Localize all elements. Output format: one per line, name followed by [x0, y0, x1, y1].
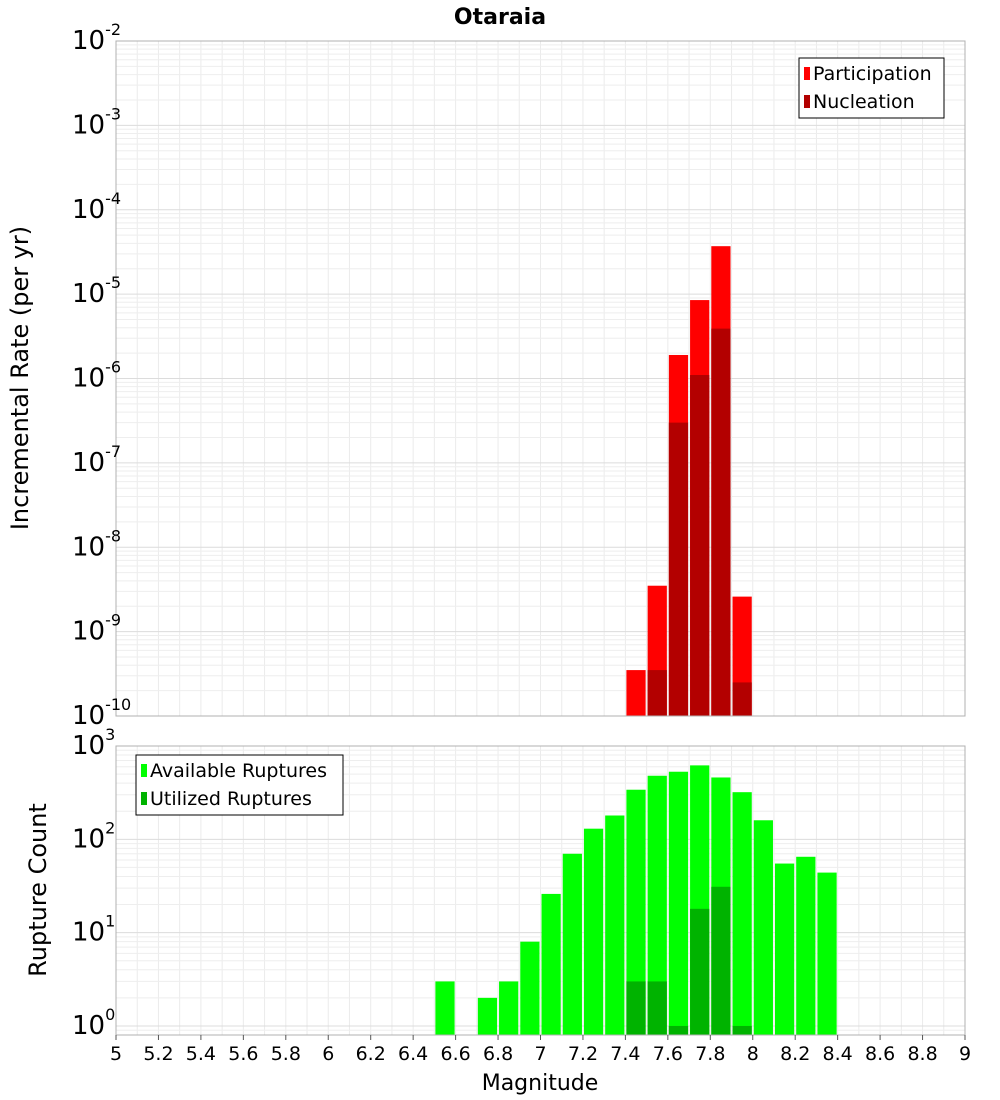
rate-y-tick-label: 10-6	[72, 358, 121, 394]
chart-title: Otaraia	[454, 5, 546, 30]
rate-y-tick-label: 10-9	[72, 611, 121, 647]
count-bar-utilized-ruptures	[647, 981, 667, 1035]
rate-bar-nucleation	[690, 375, 710, 716]
x-tick-label: 8.6	[865, 1043, 895, 1065]
count-bar-utilized-ruptures	[668, 1025, 689, 1035]
rate-bar-participation	[626, 670, 646, 716]
rate-bar-nucleation	[711, 328, 731, 716]
x-tick-label: 5.4	[186, 1043, 216, 1065]
count-bar-available-ruptures	[774, 863, 795, 1035]
rate-legend-box	[798, 57, 945, 119]
rate-plot-frame	[115, 40, 966, 717]
count-legend-label: Utilized Ruptures	[150, 788, 312, 810]
count-bar-available-ruptures	[562, 853, 582, 1035]
count-bar-utilized-ruptures	[711, 886, 731, 1035]
rate-y-tick-label: 10-5	[72, 273, 121, 309]
rate-bar-nucleation	[732, 682, 752, 716]
count-bar-utilized-ruptures	[690, 908, 710, 1035]
count-bars	[435, 765, 837, 1035]
x-tick-label: 5.8	[271, 1043, 301, 1065]
x-tick-label: 8.8	[907, 1043, 937, 1065]
count-bar-available-ruptures	[796, 856, 816, 1035]
x-tick-label: 5	[110, 1043, 122, 1065]
count-legend-swatch	[141, 764, 147, 777]
rate-y-tick-label: 10-3	[72, 104, 121, 140]
x-tick-label: 7	[534, 1043, 546, 1065]
count-y-tick-label: 102	[72, 818, 115, 854]
x-tick-label: 7.2	[568, 1043, 598, 1065]
count-bar-available-ruptures	[435, 981, 455, 1035]
count-bar-available-ruptures	[541, 893, 561, 1035]
count-bar-available-ruptures	[668, 771, 689, 1035]
rate-bars	[626, 246, 752, 716]
count-legend: Available Ruptures Utilized Ruptures	[135, 754, 344, 816]
rate-y-tick-label: 10-10	[72, 695, 131, 731]
count-legend-box	[135, 754, 344, 816]
rate-y-tick-label: 10-2	[72, 20, 121, 56]
x-tick-label: 9	[959, 1043, 971, 1065]
count-y-tick-label: 100	[72, 1005, 115, 1041]
rate-legend: Participation Nucleation	[798, 57, 945, 119]
rate-legend-swatch	[804, 95, 810, 108]
x-tick-label: 5.2	[143, 1043, 173, 1065]
x-tick-label: 7.4	[610, 1043, 640, 1065]
count-legend-swatch	[141, 792, 147, 805]
magnitude-x-ticks: 5 5.2 5.4 5.6 5.8 6 6.2 6.4 6.6 6.8 7 7.2 7.4 7.6 7.8 8…	[110, 1035, 971, 1065]
rate-bar-nucleation	[668, 422, 689, 716]
count-bar-available-ruptures	[626, 789, 646, 1035]
count-bar-available-ruptures	[647, 775, 667, 1035]
count-bar-available-ruptures	[499, 981, 519, 1035]
rate-y-tick-label: 10-8	[72, 526, 121, 562]
count-y-tick-label: 103	[72, 725, 115, 761]
x-tick-label: 8	[747, 1043, 759, 1065]
count-bar-available-ruptures	[605, 815, 625, 1035]
count-panel: 100 101 102 103 5 5.2 5.4 5.6 5.8 6 6.2 6.4 6.6 6.8 7…	[24, 725, 971, 1096]
count-bar-available-ruptures	[732, 792, 752, 1035]
count-bar-available-ruptures	[520, 941, 540, 1035]
rate-grid	[116, 40, 965, 717]
x-tick-label: 6.6	[440, 1043, 470, 1065]
count-bar-utilized-ruptures	[626, 981, 646, 1035]
rate-y-tick-label: 10-4	[72, 189, 121, 225]
x-tick-label: 6.4	[398, 1043, 428, 1065]
count-bar-available-ruptures	[753, 820, 773, 1035]
count-bar-utilized-ruptures	[732, 1025, 752, 1035]
count-bar-available-ruptures	[477, 997, 498, 1035]
count-bar-available-ruptures	[583, 828, 604, 1035]
count-grid	[116, 745, 965, 1036]
rate-legend-swatch	[804, 67, 810, 80]
x-tick-label: 7.8	[695, 1043, 725, 1065]
x-tick-label: 7.6	[653, 1043, 683, 1065]
x-tick-label: 6.8	[483, 1043, 513, 1065]
rate-legend-label: Participation	[813, 63, 932, 85]
count-y-axis-label: Rupture Count	[24, 803, 52, 977]
x-tick-label: 5.6	[228, 1043, 258, 1065]
rate-panel: 10-10 10-9 10-8 10-7 10-6 10-5 10-4 10-3 10-2 In…	[6, 20, 966, 731]
count-y-ticks: 100 101 102 103	[72, 725, 115, 1041]
magnitude-x-axis-label: Magnitude	[482, 1071, 599, 1096]
count-y-tick-label: 101	[72, 912, 115, 948]
x-tick-label: 6	[322, 1043, 334, 1065]
rate-y-axis-label: Incremental Rate (per yr)	[6, 226, 34, 530]
rate-legend-label: Nucleation	[813, 91, 915, 113]
count-legend-label: Available Ruptures	[150, 760, 327, 782]
rate-y-tick-label: 10-7	[72, 442, 121, 478]
x-tick-label: 8.4	[823, 1043, 853, 1065]
count-bar-available-ruptures	[817, 872, 837, 1035]
rate-bar-nucleation	[647, 670, 667, 716]
x-tick-label: 6.2	[356, 1043, 386, 1065]
x-tick-label: 8.2	[780, 1043, 810, 1065]
